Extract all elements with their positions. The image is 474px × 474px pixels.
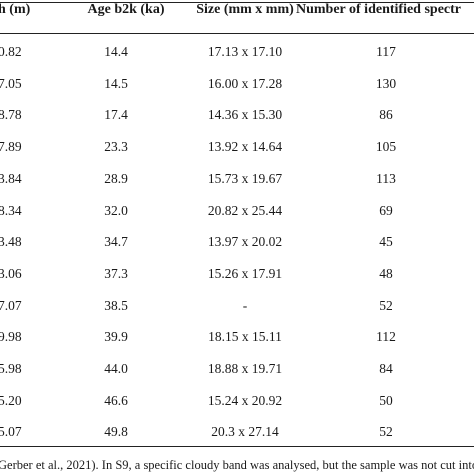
cell-size: - — [242, 297, 248, 313]
cell-spectra-count: 112 — [376, 329, 396, 345]
cell-depth: 9.98 — [0, 329, 22, 345]
cell-depth: 3.84 — [0, 170, 22, 186]
cell-depth: 7.07 — [0, 297, 22, 313]
cell-size: 20.3 x 27.14 — [211, 424, 279, 440]
table-header-rule — [0, 33, 474, 35]
cell-age: 23.3 — [104, 139, 128, 155]
cell-depth: 5.98 — [0, 361, 22, 376]
cell-age: 46.6 — [104, 392, 128, 408]
cell-depth: 7.89 — [0, 139, 22, 155]
cell-age: 49.8 — [104, 424, 128, 440]
cell-size: 15.26 x 17.91 — [207, 265, 283, 281]
cell-size: 20.82 x 25.44 — [207, 202, 283, 218]
cell-age: 17.4 — [104, 107, 128, 123]
cell-age: 14.5 — [104, 75, 128, 91]
cell-spectra-count: 105 — [375, 139, 397, 155]
cell-spectra-count: 52 — [379, 424, 393, 440]
cell-depth: 0.82 — [0, 44, 22, 59]
header-depth: h (m) — [0, 2, 31, 17]
cell-age: 39.9 — [104, 329, 128, 345]
cell-size: 17.13 x 17.10 — [207, 44, 283, 59]
header-age: Age b2k (ka) — [87, 2, 165, 17]
cell-age: 14.4 — [104, 44, 128, 59]
cell-age: 28.9 — [104, 170, 128, 186]
cell-age: 32.0 — [104, 202, 128, 218]
cell-spectra-count: 45 — [379, 234, 393, 250]
header-spectra-count: Number of identified spectr — [296, 2, 461, 17]
cell-depth: 8.34 — [0, 202, 22, 218]
cell-size: 18.88 x 19.71 — [207, 361, 283, 376]
cell-size: 15.24 x 20.92 — [207, 392, 283, 408]
cell-size: 14.36 x 15.30 — [207, 107, 283, 123]
cell-spectra-count: 48 — [379, 265, 393, 281]
cell-depth: 8.78 — [0, 107, 22, 123]
cell-depth: 7.05 — [0, 75, 22, 91]
cell-spectra-count: 117 — [376, 44, 396, 59]
header-size: Size (mm x mm) — [196, 2, 294, 17]
table-bottom-rule — [0, 446, 474, 448]
cell-depth: 5.20 — [0, 392, 22, 408]
cell-spectra-count: 69 — [379, 202, 393, 218]
cell-size: 13.92 x 14.64 — [207, 139, 283, 155]
cell-spectra-count: 86 — [379, 107, 393, 123]
cell-age: 34.7 — [104, 234, 128, 250]
cell-size: 13.97 x 20.02 — [207, 234, 283, 250]
cell-size: 18.15 x 15.11 — [208, 329, 282, 345]
cell-age: 37.3 — [104, 265, 128, 281]
cell-spectra-count: 130 — [375, 75, 397, 91]
cell-size: 15.73 x 19.67 — [207, 170, 283, 186]
cell-age: 44.0 — [104, 361, 128, 376]
table-footnote: Gerber et al., 2021). In S9, a specific … — [0, 458, 474, 472]
cell-depth: 5.07 — [0, 424, 22, 440]
cell-spectra-count: 52 — [379, 297, 393, 313]
table-top-rule — [0, 2, 474, 4]
cell-spectra-count: 50 — [379, 392, 393, 408]
cell-spectra-count: 84 — [379, 361, 393, 376]
cell-spectra-count: 113 — [376, 170, 396, 186]
cell-age: 38.5 — [104, 297, 128, 313]
cell-depth: 3.06 — [0, 265, 22, 281]
cell-depth: 3.48 — [0, 234, 22, 250]
cell-size: 16.00 x 17.28 — [207, 75, 283, 91]
